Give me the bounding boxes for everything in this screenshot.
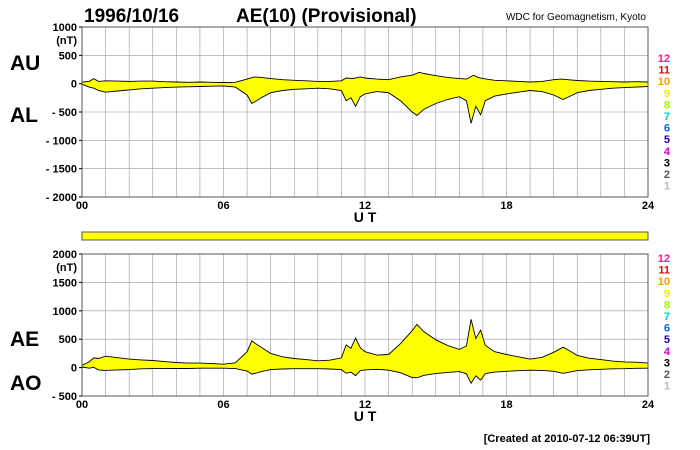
station-count-label: 4 [664,346,671,358]
station-count-label: 9 [664,88,670,100]
index-label-ae: AE [10,328,39,351]
station-count-label: 2 [664,369,670,381]
series-line-ao [81,366,649,385]
station-count-label: 3 [664,157,670,169]
y-tick-label: - 500 [52,107,77,119]
station-count-label: 7 [664,111,670,123]
station-count-label: 8 [664,99,670,111]
index-label-au: AU [10,52,40,75]
y-tick-label: 1000 [53,306,77,318]
plot-frame [81,253,649,397]
station-count-label: 1 [664,381,670,393]
station-count-label: 2 [664,169,670,181]
data-status-bar [81,231,649,241]
station-count-label: 8 [664,299,670,311]
x-axis-label: U T [354,209,377,225]
created-timestamp: [Created at 2010-07-12 06:39UT] [484,433,651,445]
station-count-label: 11 [658,265,670,277]
y-unit-label: (nT) [56,35,77,47]
x-axis-label: U T [354,408,377,424]
series-band-ae-ao [82,319,648,384]
x-tick-label: 18 [500,200,512,212]
y-tick-label: - 1000 [46,135,77,147]
x-tick-label: 06 [217,200,229,212]
station-count-label: 11 [658,65,670,77]
x-tick-label: 24 [642,399,655,411]
y-tick-label: - 1500 [46,164,77,176]
station-count-label: 4 [664,146,671,158]
x-tick-label: 00 [76,399,88,411]
y-tick-label: 500 [59,334,77,346]
series-line-ae [81,319,649,366]
station-count-label: 6 [664,323,670,335]
series-line-au [81,71,649,83]
y-unit-label: (nT) [56,262,77,274]
station-count-label: 12 [658,53,670,65]
series-band-au-al [82,72,648,124]
x-tick-label: 18 [500,399,512,411]
date-title: 1996/10/16 [84,6,179,27]
x-tick-label: 24 [642,200,655,212]
y-tick-label: 1500 [53,277,77,289]
station-count-label: 1 [664,181,670,193]
y-tick-label: 500 [59,50,77,62]
station-count-label: 10 [658,76,670,88]
y-tick-label: 2000 [53,249,77,261]
y-tick-label: - 2000 [46,192,77,204]
x-tick-label: 00 [76,200,88,212]
y-tick-label: - 500 [52,391,77,403]
station-count-label: 5 [664,134,670,146]
x-tick-label: 12 [359,399,371,411]
y-tick-label: 1000 [53,22,77,34]
index-title: AE(10) (Provisional) [236,6,417,27]
x-tick-label: 06 [217,399,229,411]
series-line-al [81,83,649,124]
station-count-label: 9 [664,288,670,300]
station-count-label: 12 [658,253,670,265]
y-tick-label: 0 [71,363,77,375]
station-count-label: 6 [664,123,670,135]
index-label-ao: AO [10,372,42,395]
index-label-al: AL [10,104,38,127]
chart-panel-1: 1000 500 0 - 500 - 1000 - 1500 - 2000 (nT) 00 06 1… [10,22,671,225]
x-tick-label: 12 [359,200,371,212]
station-count-label: 10 [658,276,670,288]
station-count-label: 5 [664,334,670,346]
station-count-label: 3 [664,357,670,369]
y-tick-label: 0 [71,79,77,91]
station-count-label: 7 [664,311,670,323]
source-label: WDC for Geomagnetism, Kyoto [506,12,646,23]
